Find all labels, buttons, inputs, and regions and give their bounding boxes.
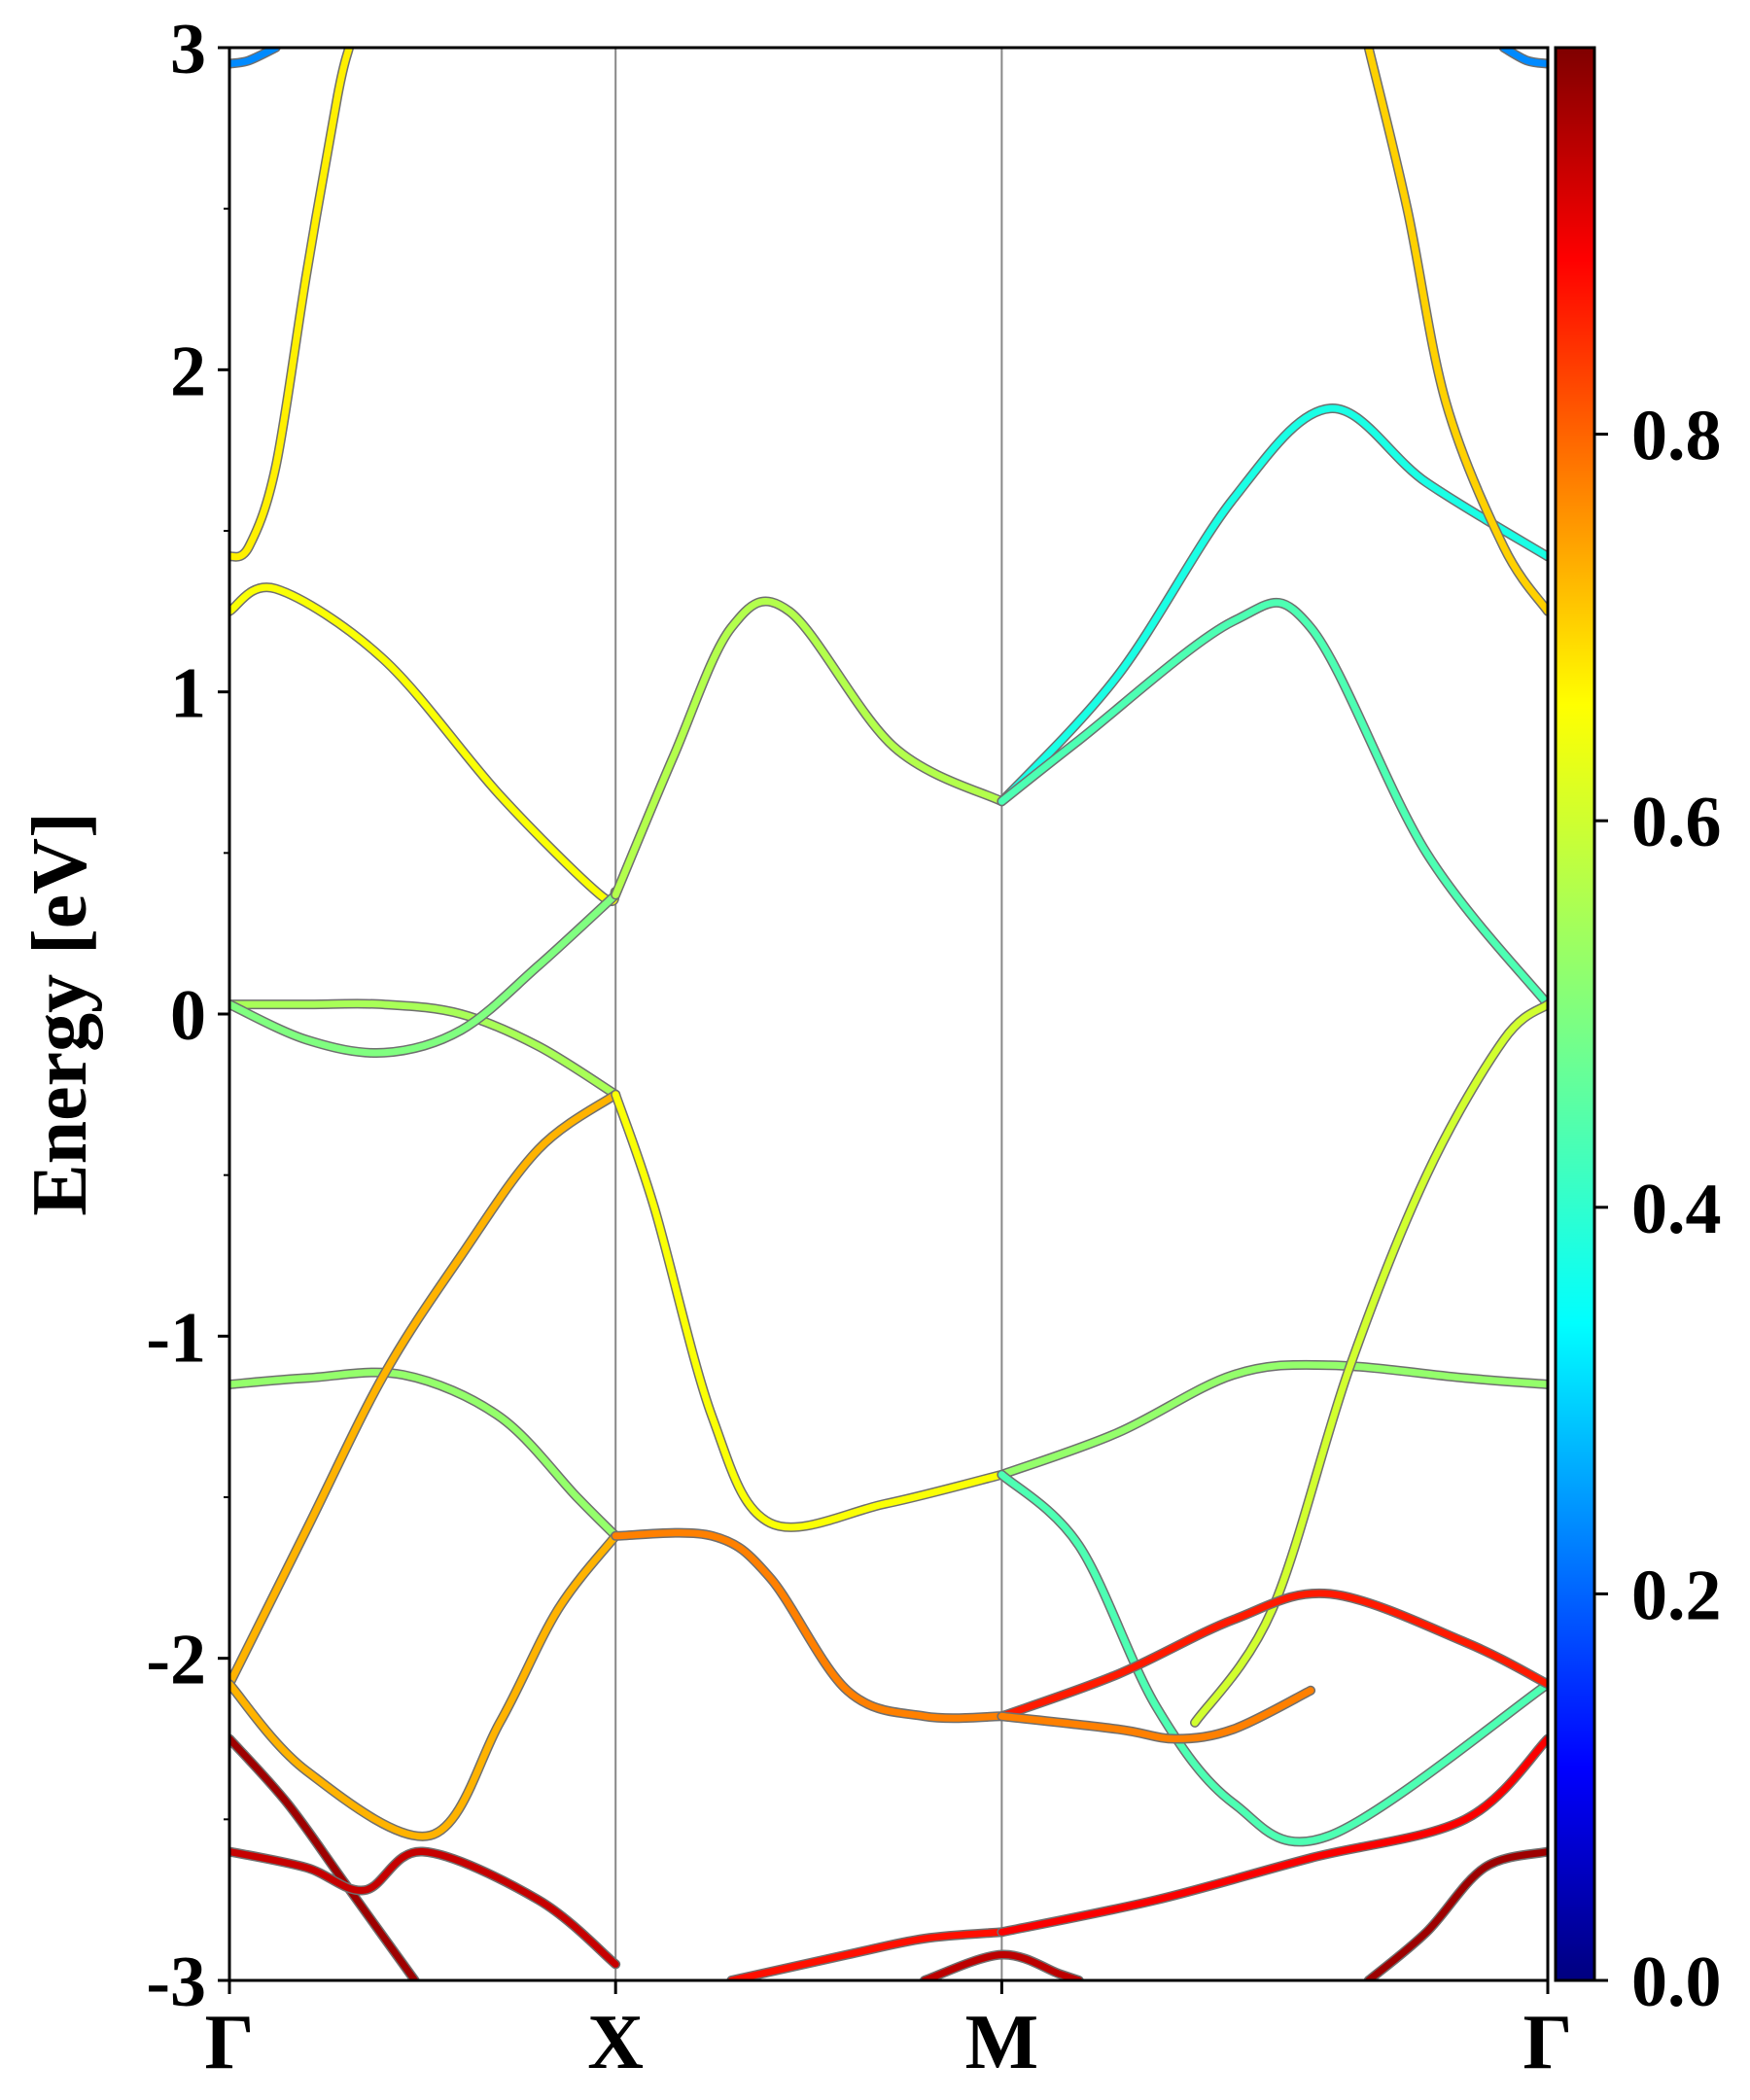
band-line — [1365, 48, 1548, 615]
band-line — [229, 583, 619, 905]
y-tick-label: -1 — [146, 1298, 206, 1378]
colorbar-tick-label: 0.6 — [1631, 783, 1722, 862]
band-line — [229, 891, 619, 1057]
y-axis-title: Energy [eV] — [18, 812, 103, 1215]
x-tick-label: M — [965, 2000, 1039, 2085]
colorbar-tick-label: 0.4 — [1631, 1170, 1722, 1249]
band-outline — [1363, 48, 1548, 616]
band-outline — [997, 1469, 1548, 1847]
colorbar-tick-label: 0.2 — [1631, 1556, 1722, 1635]
vertical-lines — [614, 48, 1003, 1980]
y-axis: 3 2 1 0 -1 -2 -3 — [146, 10, 229, 2022]
band-line — [1191, 1000, 1548, 1727]
band-outline — [611, 1089, 1007, 1532]
band-line — [998, 1735, 1548, 1936]
band-line — [612, 1091, 1005, 1531]
band-line — [229, 1091, 619, 1688]
band-outline — [229, 1846, 621, 1970]
y-tick-label: -2 — [146, 1621, 206, 1700]
y-tick-label: 1 — [170, 654, 206, 734]
band-line — [229, 1848, 619, 1968]
band-line — [229, 1735, 419, 1980]
band-outline — [229, 1367, 621, 1541]
band-line — [998, 1590, 1548, 1720]
x-tick-label: Γ — [1523, 2000, 1573, 2085]
band-line — [727, 1928, 1005, 1980]
colorbar-ticks: 0.0 0.2 0.4 0.6 0.8 — [1594, 397, 1722, 2022]
y-tick-label: 3 — [170, 10, 206, 89]
band-line — [229, 1369, 619, 1540]
band-line — [921, 1950, 1083, 1980]
band-line — [1500, 48, 1548, 68]
band-line — [612, 1529, 1005, 1722]
band-outline — [229, 1530, 621, 1841]
band-line — [229, 1532, 619, 1840]
band-line — [998, 1471, 1548, 1845]
band-line — [1365, 1848, 1548, 1980]
bands — [229, 48, 1548, 1980]
x-tick-label: Γ — [205, 2000, 255, 2085]
band-outline — [611, 1527, 1007, 1724]
band-line — [229, 48, 353, 561]
colorbar-tick-label: 0.8 — [1631, 397, 1722, 476]
band-line — [612, 598, 1005, 898]
band-line — [229, 48, 280, 68]
y-tick-label: 0 — [170, 976, 206, 1056]
x-tick-label: X — [587, 2000, 644, 2085]
band-outline — [997, 597, 1548, 1010]
y-tick-label: 2 — [170, 332, 206, 411]
band-line — [998, 1687, 1314, 1742]
colorbar-tick-label: 0.0 — [1631, 1942, 1722, 2022]
band-line — [229, 999, 619, 1099]
band-line — [998, 599, 1548, 1008]
band-outline — [229, 1089, 621, 1690]
plot-frame — [228, 46, 1550, 1982]
colorbar — [1554, 46, 1596, 1982]
band-line — [998, 1361, 1548, 1479]
y-tick-label: -3 — [146, 1942, 206, 2022]
band-line — [998, 404, 1548, 805]
